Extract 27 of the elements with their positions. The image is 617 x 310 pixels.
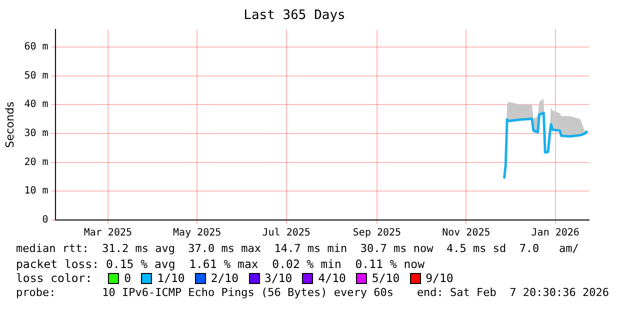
text: 4/10	[318, 271, 346, 286]
text: probe: 10 IPv6-ICMP Echo Pings (56 Bytes) every 60s	[16, 286, 394, 300]
x-tick-label: Jul 2025	[262, 228, 310, 239]
text: 0	[124, 271, 132, 286]
text: 2/10	[210, 271, 239, 286]
chart-title: Last 365 Days	[244, 8, 346, 24]
x-tick-label: Jan 2026	[531, 228, 580, 239]
text: packet loss: 0.15 % avg 1.61 % max 0.02 % min 0.11 % now	[16, 256, 424, 270]
text: end: Sat Feb 7 20:30:36 2026	[416, 286, 609, 300]
text: loss color:	[16, 271, 92, 286]
y-tick-label: 30 m	[24, 128, 48, 140]
y-tick-label: 40 m	[24, 99, 48, 110]
y-tick-label: 50 m	[24, 70, 48, 82]
x-tick-label: Sep 2025	[352, 228, 402, 239]
text: median rtt: 31.2 ms avg 37.0 ms max 14.7 ms min 30.7 ms now 4.5 ms sd 7.0 am/	[16, 242, 579, 255]
x-tick-label: Mar 2025	[84, 228, 132, 239]
text: 5/10	[372, 271, 400, 286]
y-tick-label: 20 m	[24, 156, 48, 168]
y-axis-title: Seconds	[3, 101, 16, 148]
y-tick-label: 10 m	[24, 186, 48, 197]
text: 1/10	[157, 271, 185, 286]
x-tick-label: Nov 2025	[442, 228, 490, 239]
text: 9/10	[426, 271, 454, 286]
y-tick-label: 0	[42, 214, 48, 226]
y-tick-label: 60 m	[24, 42, 48, 53]
x-tick-label: May 2025	[173, 228, 222, 239]
text: 3/10	[264, 271, 292, 286]
